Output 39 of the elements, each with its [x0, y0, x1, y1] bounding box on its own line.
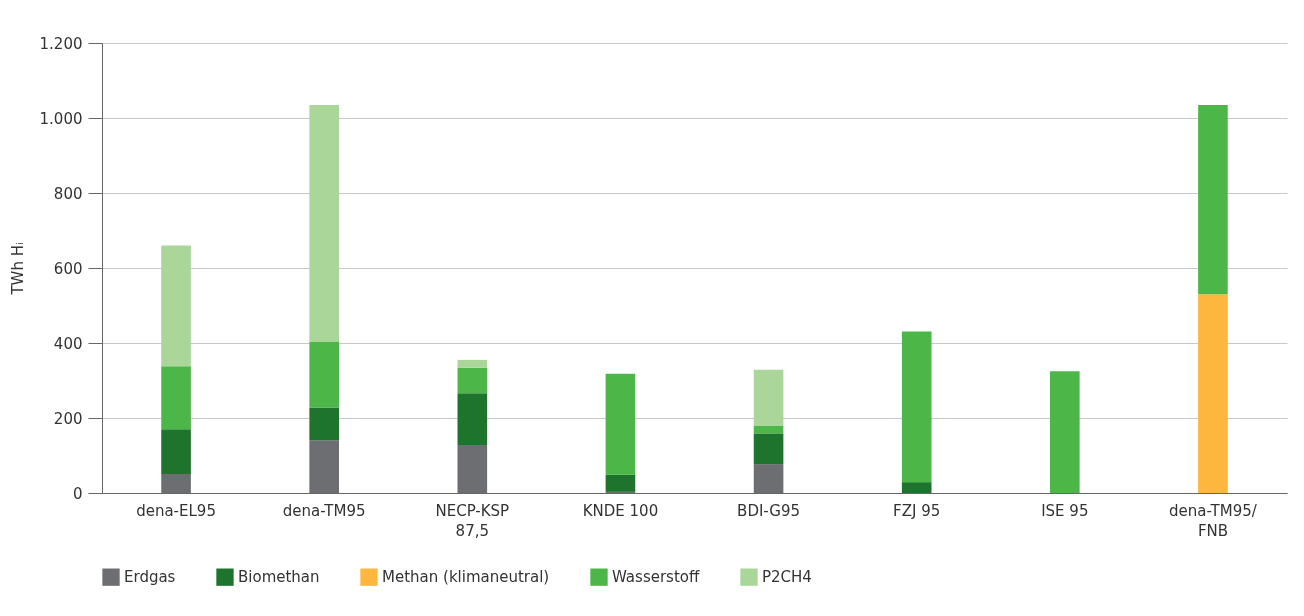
bar: [605, 474, 636, 492]
bar: [753, 433, 784, 465]
legend-label: Erdgas: [124, 568, 176, 587]
x-tick-label: KNDE 100: [582, 501, 659, 520]
bar: [309, 104, 339, 342]
bar: [1198, 104, 1228, 295]
legend-label: P2CH4: [762, 568, 812, 587]
legend-label: Methan (klimaneutral): [382, 568, 550, 587]
y-tick-label: 1.200: [39, 34, 83, 53]
y-tick-label: 200: [53, 409, 83, 428]
legend-label: Wasserstoff: [612, 568, 700, 587]
bar: [605, 373, 636, 475]
y-tick-label: 400: [53, 334, 83, 353]
bar: [901, 331, 932, 483]
bar: [309, 407, 339, 441]
y-tick-label: 600: [53, 259, 83, 278]
bar: [161, 245, 191, 367]
x-tick-label: BDI-G95: [737, 501, 801, 520]
bar: [161, 429, 191, 474]
x-tick-label: dena-EL95: [136, 501, 216, 520]
bar: [457, 393, 488, 445]
x-tick-label: FZJ 95: [893, 501, 941, 520]
bar: [1198, 294, 1228, 493]
x-tick-label: dena-TM95/ FNB: [1169, 501, 1258, 540]
bar: [161, 366, 191, 430]
y-tick-label: 800: [53, 184, 83, 203]
bar: [309, 341, 339, 408]
bar: [457, 367, 488, 394]
bar: [753, 369, 784, 426]
y-tick-label: 1.000: [39, 109, 83, 128]
bar: [901, 482, 932, 493]
x-tick-label: NECP-KSP 87,5: [435, 501, 510, 540]
y-axis-title: TWh Hᵢ: [8, 242, 27, 296]
legend-label: Biomethan: [238, 568, 320, 587]
bar: [457, 359, 488, 368]
bar: [1050, 371, 1080, 493]
y-tick-label: 0: [72, 484, 83, 503]
x-tick-label: ISE 95: [1041, 501, 1089, 520]
x-tick-label: dena-TM95: [282, 501, 366, 520]
